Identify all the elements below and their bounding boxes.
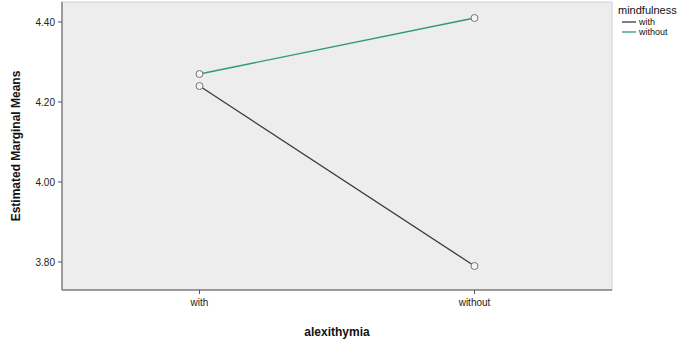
legend-title: mindfulness — [618, 4, 677, 16]
x-tick — [199, 290, 200, 294]
y-tick — [58, 22, 62, 23]
chart-svg: 3.804.004.204.40withwithoutalexithymiaEs… — [0, 0, 700, 342]
x-tick — [474, 290, 475, 294]
legend-swatch — [622, 21, 636, 22]
plot-marks — [196, 15, 478, 270]
y-axis-label: Estimated Marginal Means — [9, 70, 23, 221]
y-axis-line — [62, 2, 63, 290]
series-marker — [196, 83, 203, 90]
series-line — [200, 18, 475, 74]
y-tick-label: 4.20 — [36, 97, 56, 108]
y-tick — [58, 182, 62, 183]
x-tick-label: with — [190, 297, 209, 308]
series-marker — [196, 71, 203, 78]
y-tick-label: 3.80 — [36, 257, 56, 268]
legend: mindfulnesswithwithout — [618, 4, 677, 37]
series-marker — [471, 15, 478, 22]
y-tick — [58, 262, 62, 263]
x-axis-label: alexithymia — [304, 325, 370, 339]
legend-label: with — [638, 17, 655, 27]
y-tick — [58, 102, 62, 103]
chart-container: 3.804.004.204.40withwithoutalexithymiaEs… — [0, 0, 700, 342]
plot-area — [62, 2, 612, 290]
series-marker — [471, 263, 478, 270]
y-tick-label: 4.40 — [36, 17, 56, 28]
y-tick-label: 4.00 — [36, 177, 56, 188]
legend-label: without — [638, 27, 668, 37]
x-axis-line — [62, 290, 612, 291]
x-tick-label: without — [458, 297, 491, 308]
series-line — [200, 86, 475, 266]
legend-swatch — [622, 31, 636, 32]
